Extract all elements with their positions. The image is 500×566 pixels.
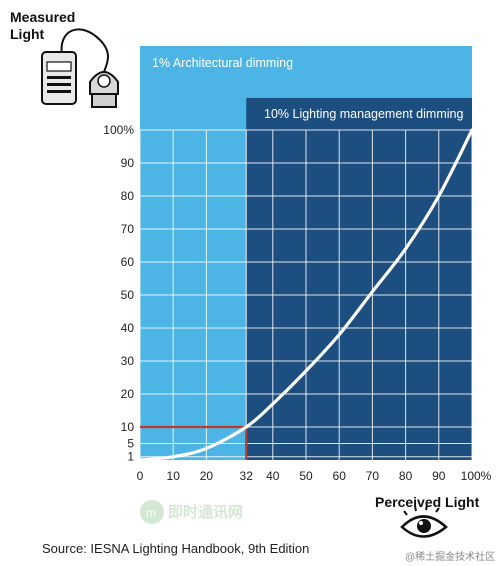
x-axis-title: Perceived Light <box>375 494 480 510</box>
lighting-management-band <box>246 98 472 460</box>
architectural-band-label: 1% Architectural dimming <box>152 56 293 70</box>
management-band-label: 10% Lighting management dimming <box>264 107 463 121</box>
x-tick-label: 70 <box>366 469 380 483</box>
highlight-lines <box>140 425 248 460</box>
y-tick-label: 70 <box>121 222 135 236</box>
x-tick-label: 60 <box>333 469 347 483</box>
y-tick-label: 5 <box>127 437 134 451</box>
x-tick-label: 0 <box>137 469 144 483</box>
y-tick-label: 20 <box>121 387 135 401</box>
grid <box>139 129 473 460</box>
eye-icon <box>400 504 448 538</box>
y-axis-title-line2: Light <box>10 26 45 42</box>
x-tick-label: 90 <box>432 469 446 483</box>
y-tick-label: 80 <box>121 189 135 203</box>
y-tick-label: 1 <box>127 450 134 464</box>
source-caption: Source: IESNA Lighting Handbook, 9th Edi… <box>42 541 310 556</box>
y-tick-label: 30 <box>121 354 135 368</box>
x-tick-label: 32 <box>240 469 254 483</box>
x-tick-label: 20 <box>200 469 214 483</box>
x-tick-labels: 0 10 20 32 40 50 60 70 80 90 100% <box>137 469 492 483</box>
y-tick-label: 10 <box>121 420 135 434</box>
watermark-logo-text: 即时通讯网 <box>168 504 243 521</box>
x-tick-label: 40 <box>266 469 280 483</box>
x-tick-label: 50 <box>299 469 313 483</box>
y-tick-label: 60 <box>121 255 135 269</box>
x-tick-label: 10 <box>167 469 181 483</box>
corner-watermark: @稀土掘金技术社区 <box>405 552 496 563</box>
x-tick-label: 100% <box>461 469 492 483</box>
light-meter-icon <box>41 28 119 108</box>
y-tick-label: 40 <box>121 321 135 335</box>
y-tick-labels: 15 10 20 30 40 50 60 70 80 90 100% <box>103 123 134 464</box>
y-tick-label: 50 <box>121 288 135 302</box>
y-tick-label: 90 <box>121 156 135 170</box>
y-tick-label: 100% <box>103 123 134 137</box>
svg-text:m: m <box>146 506 156 520</box>
y-axis-title-line1: Measured <box>10 9 75 25</box>
x-tick-label: 80 <box>399 469 413 483</box>
y-axis-title: Measured Light <box>10 9 75 42</box>
series-line <box>138 128 474 462</box>
watermark-logo: m 即时通讯网 <box>140 500 243 524</box>
